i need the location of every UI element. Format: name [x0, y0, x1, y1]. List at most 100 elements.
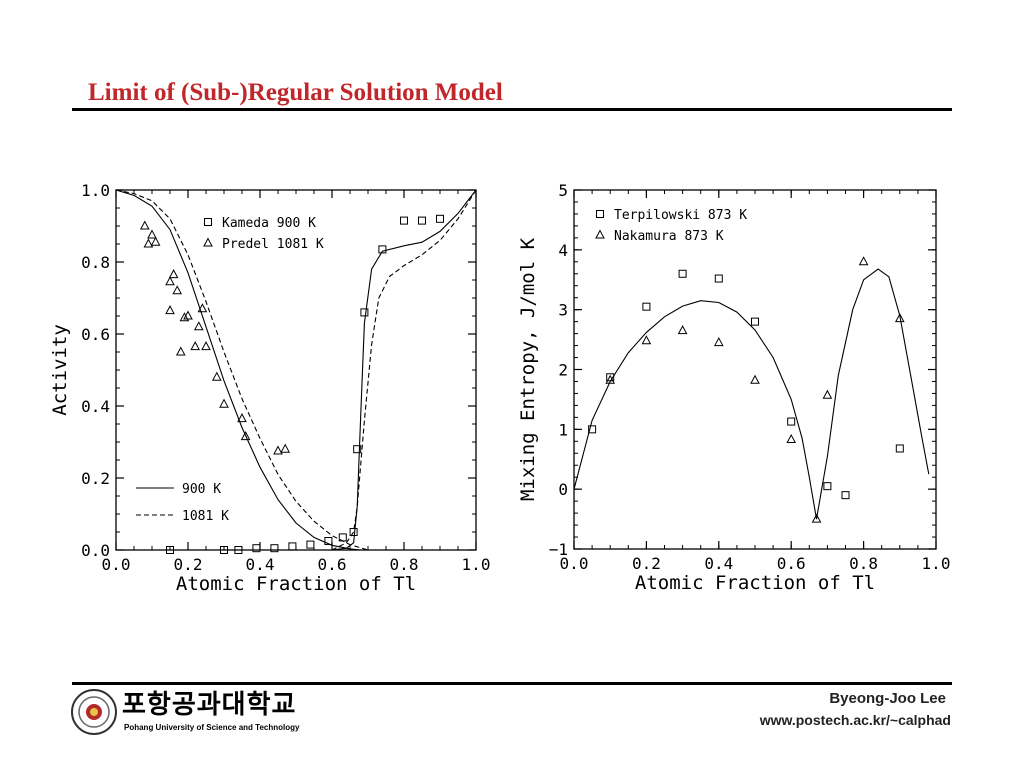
data-point: [237, 413, 247, 423]
data-point: [811, 513, 822, 523]
data-point: [234, 546, 243, 554]
data-point: [642, 302, 651, 311]
y-tick-label: 0.4: [81, 397, 110, 416]
series-line-1081-k-tl: [331, 189, 477, 551]
data-point: [605, 374, 616, 384]
data-point: [193, 321, 204, 331]
data-point: [677, 325, 688, 335]
activity-chart: 0.0 0.2 0.4 0.6 0.8 1.0 0.0 0.2 0.4 0.6 0.8 1.0 Atom…: [49, 181, 491, 595]
data-point: [786, 433, 797, 444]
data-point: [588, 425, 597, 434]
series-nakamura-873-k: [605, 256, 905, 523]
x-tick-label: 0.8: [390, 555, 419, 574]
data-point: [895, 444, 904, 453]
title-divider: [72, 108, 952, 111]
y-tick-label: 0.2: [81, 469, 110, 488]
data-point: [183, 310, 193, 320]
legend-marker: [596, 210, 604, 218]
data-point: [751, 317, 759, 326]
mixing-entropy-chart: 0.0 0.2 0.4 0.6 0.8 1.0 −1 0 1 2 3 4 5 Atomic Fractio…: [517, 181, 951, 594]
data-point: [270, 544, 279, 553]
data-point: [823, 482, 832, 491]
y-tick-label: 1: [558, 420, 568, 439]
data-point: [211, 371, 222, 381]
legend-label: Predel 1081 K: [222, 237, 324, 252]
data-point: [220, 546, 228, 554]
data-point: [306, 540, 315, 549]
data-point: [360, 308, 369, 317]
series-line-900-k: [115, 189, 361, 551]
data-point: [197, 303, 208, 313]
data-point: [165, 276, 175, 286]
data-point: [219, 398, 229, 408]
data-point: [822, 389, 833, 399]
data-point: [175, 346, 186, 356]
legend-label: Nakamura 873 K: [614, 229, 724, 244]
data-point: [324, 537, 333, 545]
data-point: [179, 312, 190, 322]
data-point: [252, 544, 261, 553]
x-tick-label: 0.8: [849, 554, 878, 573]
series-predel-1081-k: [139, 220, 291, 455]
x-tick-label: 1.0: [462, 555, 491, 574]
data-point: [641, 335, 652, 345]
website-url: www.postech.ac.kr/~calphad: [759, 712, 951, 728]
data-point: [750, 374, 760, 384]
data-point: [841, 491, 850, 500]
y-tick-label: 0.8: [81, 253, 110, 272]
x-tick-label: 1.0: [922, 554, 951, 573]
data-point: [436, 214, 444, 223]
series-line-900-k-tl: [331, 189, 477, 551]
data-point: [678, 269, 687, 278]
data-point: [172, 285, 183, 295]
data-point: [166, 546, 174, 554]
university-seal-icon: [71, 689, 117, 735]
data-point: [353, 445, 362, 454]
y-tick-label: 5: [558, 181, 568, 200]
data-point: [400, 216, 408, 225]
data-point: [349, 528, 358, 536]
data-point: [190, 341, 201, 351]
y-tick-label: 0.0: [81, 541, 110, 560]
data-point: [713, 337, 724, 347]
x-tick-label: 0.2: [632, 554, 661, 573]
x-tick-label: 0.0: [102, 555, 131, 574]
data-point: [787, 417, 796, 426]
data-point: [201, 341, 211, 351]
y-axis-title: Mixing Entropy, J/mol K: [517, 237, 539, 501]
data-point: [165, 305, 175, 315]
x-tick-label: 0.4: [246, 555, 275, 574]
y-tick-label: 0.6: [81, 325, 110, 344]
x-tick-label: 0.2: [174, 555, 203, 574]
x-tick-label: 0.4: [704, 554, 733, 573]
series-line-1081-k: [115, 189, 369, 551]
data-point: [280, 443, 291, 453]
data-point: [168, 269, 179, 279]
y-tick-label: 3: [558, 301, 568, 320]
legend-label: Kameda 900 K: [222, 216, 316, 231]
legend-line-label: 900 K: [182, 482, 221, 497]
data-point: [418, 216, 426, 225]
y-tick-label: 4: [558, 241, 568, 260]
university-name-english: Pohang University of Science and Technol…: [124, 723, 300, 732]
x-axis-title: Atomic Fraction of Tl: [176, 573, 416, 595]
legend-line-label: 1081 K: [182, 509, 229, 524]
data-point: [288, 542, 297, 551]
data-point: [150, 236, 161, 246]
university-name-korean: 포항공과대학교: [122, 690, 297, 720]
author-name: Byeong-Joo Lee: [829, 690, 946, 707]
x-tick-label: 0.6: [318, 555, 347, 574]
data-point: [378, 245, 387, 254]
series-line-curve: [573, 268, 930, 520]
data-point: [143, 238, 154, 248]
data-point: [858, 256, 869, 266]
legend-marker: [204, 218, 212, 226]
y-tick-label: 0: [558, 480, 568, 499]
legend-marker: [203, 237, 213, 247]
data-point: [139, 220, 150, 230]
y-tick-label: 2: [558, 361, 568, 380]
x-tick-label: 0.0: [560, 554, 589, 573]
x-axis-title: Atomic Fraction of Tl: [635, 572, 875, 594]
slide-title: Limit of (Sub-)Regular Solution Model: [88, 79, 503, 106]
legend-label: Terpilowski 873 K: [614, 208, 747, 223]
